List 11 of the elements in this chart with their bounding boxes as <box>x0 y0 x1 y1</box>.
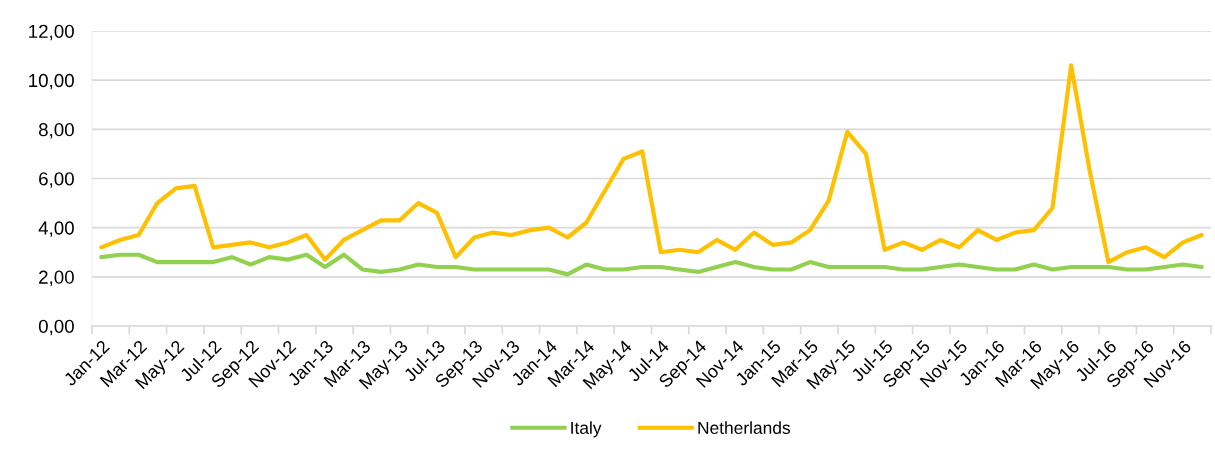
y-tick-label: 0,00 <box>38 319 74 336</box>
legend-label: Italy <box>571 421 602 438</box>
y-tick-label: 12,00 <box>29 24 74 41</box>
y-tick-label: 6,00 <box>39 172 74 188</box>
legend-label: Netherlands <box>698 421 790 435</box>
y-tick-label: 2,00 <box>39 270 74 287</box>
y-tick-label: 4,00 <box>38 221 74 237</box>
y-tick-label: 8,00 <box>38 123 74 139</box>
y-tick-label: 10,00 <box>29 73 74 90</box>
line-series <box>99 63 1204 265</box>
line-series <box>99 252 1204 277</box>
